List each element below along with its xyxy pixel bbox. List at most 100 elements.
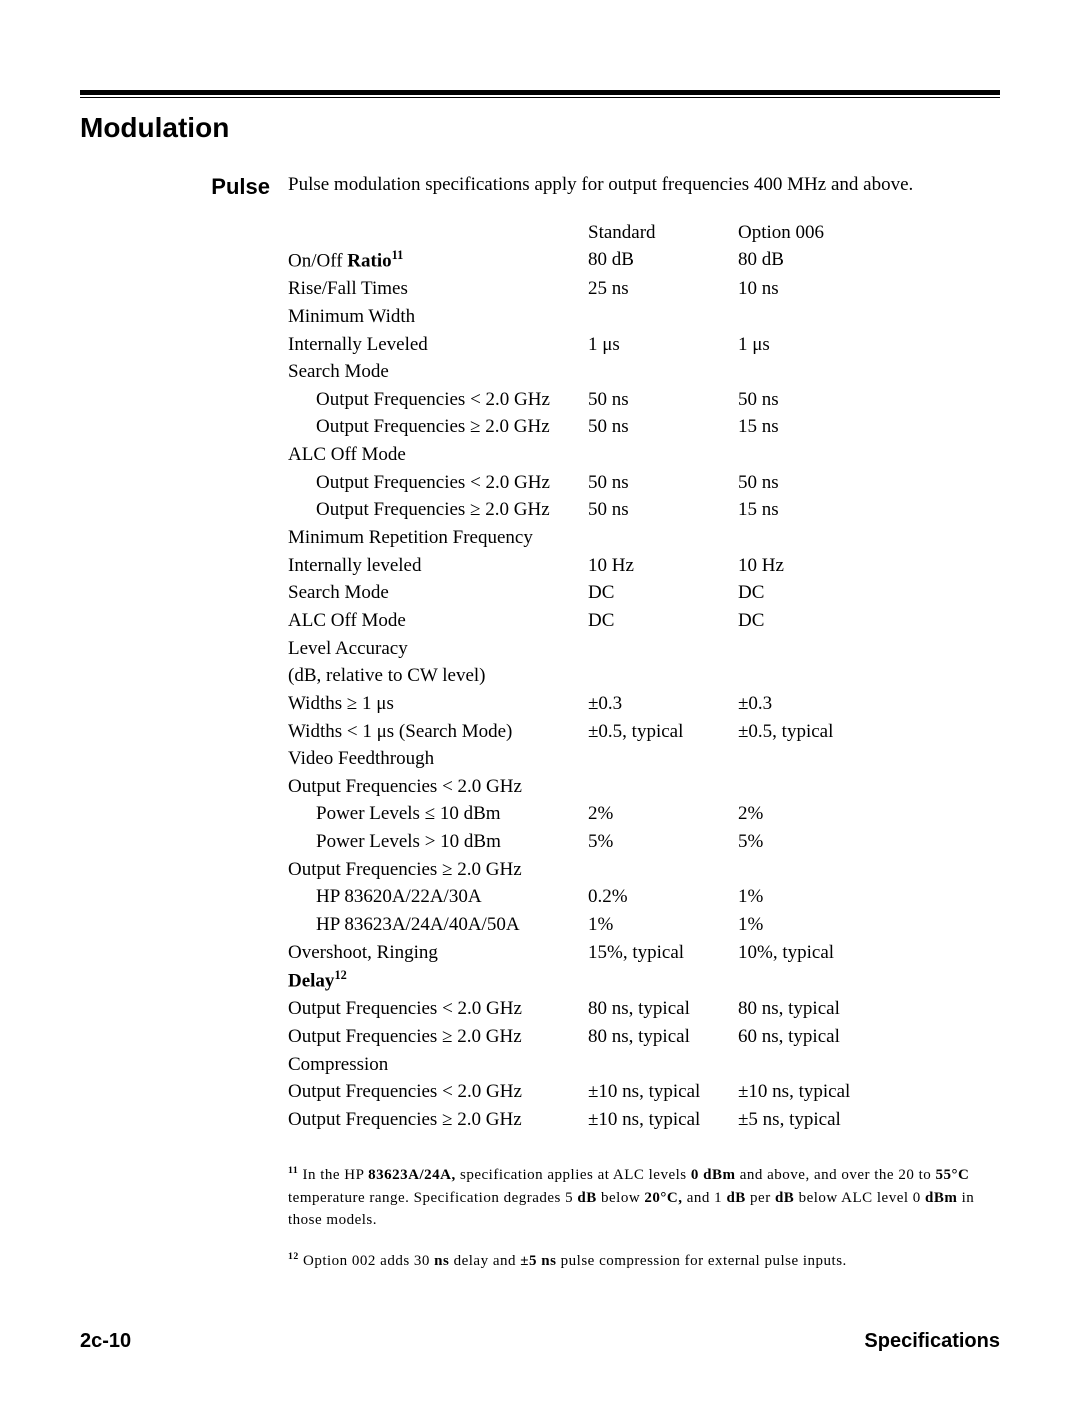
spec-standard: 80 dB — [588, 247, 738, 274]
spec-standard — [588, 967, 738, 994]
header-standard: Standard — [588, 220, 738, 246]
spec-option: 1 μs — [738, 332, 918, 358]
spec-option: 15 ns — [738, 497, 918, 523]
spec-label: Output Frequencies ≥ 2.0 GHz — [288, 497, 588, 523]
spec-standard: DC — [588, 580, 738, 606]
spec-standard — [588, 359, 738, 385]
spec-label: Internally Leveled — [288, 332, 588, 358]
spec-standard: 80 ns, typical — [588, 1024, 738, 1050]
header-option: Option 006 — [738, 220, 918, 246]
spec-label: ALC Off Mode — [288, 608, 588, 634]
footer-left: 2c-10 — [80, 1330, 131, 1353]
spec-label: Power Levels ≤ 10 dBm — [288, 801, 588, 827]
spec-label: Output Frequencies < 2.0 GHz — [288, 996, 588, 1022]
spec-option: 1% — [738, 912, 918, 938]
spec-label: Rise/Fall Times — [288, 276, 588, 302]
spec-option: DC — [738, 580, 918, 606]
spec-standard — [588, 636, 738, 662]
spec-option: 1% — [738, 884, 918, 910]
spec-option: ±10 ns, typical — [738, 1079, 918, 1105]
footer: 2c-10 Specifications — [80, 1330, 1000, 1353]
spec-standard — [588, 304, 738, 330]
footnote-12: 12 Option 002 adds 30 ns delay and ±5 ns… — [288, 1250, 1000, 1273]
spec-standard: 50 ns — [588, 414, 738, 440]
spec-option — [738, 359, 918, 385]
spec-standard — [588, 746, 738, 772]
spec-standard: 1% — [588, 912, 738, 938]
top-rule-thin — [80, 97, 1000, 98]
spec-option: 10 Hz — [738, 553, 918, 579]
spec-standard — [588, 525, 738, 551]
spec-option — [738, 663, 918, 689]
spec-option: ±5 ns, typical — [738, 1107, 918, 1133]
spec-label: Output Frequencies < 2.0 GHz — [288, 1079, 588, 1105]
footnotes: 11 In the HP 83623A/24A, specification a… — [288, 1164, 1000, 1272]
spec-label: Overshoot, Ringing — [288, 940, 588, 966]
page: Modulation Pulse Pulse modulation specif… — [0, 0, 1080, 1290]
spec-option: 60 ns, typical — [738, 1024, 918, 1050]
spec-standard: ±0.5, typical — [588, 719, 738, 745]
spec-label: Search Mode — [288, 359, 588, 385]
spec-label: Minimum Width — [288, 304, 588, 330]
spec-standard: 15%, typical — [588, 940, 738, 966]
spec-standard: 50 ns — [588, 497, 738, 523]
spec-standard: ±0.3 — [588, 691, 738, 717]
spec-standard: 1 μs — [588, 332, 738, 358]
top-rule-thick — [80, 90, 1000, 95]
spec-option: 50 ns — [738, 387, 918, 413]
spec-option — [738, 774, 918, 800]
spec-option — [738, 525, 918, 551]
spec-label: HP 83620A/22A/30A — [288, 884, 588, 910]
side-label: Pulse — [80, 172, 288, 200]
spec-label: Level Accuracy — [288, 636, 588, 662]
spec-option: 80 ns, typical — [738, 996, 918, 1022]
spec-label: On/Off Ratio11 — [288, 247, 588, 274]
spec-standard: DC — [588, 608, 738, 634]
spec-option: ±0.5, typical — [738, 719, 918, 745]
spec-label: ALC Off Mode — [288, 442, 588, 468]
spec-label: Output Frequencies ≥ 2.0 GHz — [288, 857, 588, 883]
spec-label: Widths ≥ 1 μs — [288, 691, 588, 717]
spec-option: 5% — [738, 829, 918, 855]
spec-standard: 0.2% — [588, 884, 738, 910]
spec-label: Video Feedthrough — [288, 746, 588, 772]
spec-label: HP 83623A/24A/40A/50A — [288, 912, 588, 938]
header-blank — [288, 220, 588, 246]
spec-option: ±0.3 — [738, 691, 918, 717]
spec-standard — [588, 774, 738, 800]
spec-option: 80 dB — [738, 247, 918, 274]
spec-standard: 80 ns, typical — [588, 996, 738, 1022]
spec-standard: ±10 ns, typical — [588, 1079, 738, 1105]
spec-standard: 5% — [588, 829, 738, 855]
spec-label: Compression — [288, 1052, 588, 1078]
spec-option — [738, 636, 918, 662]
spec-standard: 50 ns — [588, 387, 738, 413]
spec-label: Output Frequencies < 2.0 GHz — [288, 774, 588, 800]
spec-standard — [588, 857, 738, 883]
footnote-11: 11 In the HP 83623A/24A, specification a… — [288, 1164, 1000, 1232]
spec-option: 50 ns — [738, 470, 918, 496]
section-title: Modulation — [80, 112, 1000, 144]
intro-text: Pulse modulation specifications apply fo… — [288, 172, 1000, 198]
spec-label: Output Frequencies ≥ 2.0 GHz — [288, 1107, 588, 1133]
spec-label: Power Levels > 10 dBm — [288, 829, 588, 855]
content-row: Pulse Pulse modulation specifications ap… — [80, 172, 1000, 1290]
footer-right: Specifications — [864, 1330, 1000, 1353]
spec-label: Output Frequencies ≥ 2.0 GHz — [288, 1024, 588, 1050]
spec-option: 10 ns — [738, 276, 918, 302]
spec-standard: 50 ns — [588, 470, 738, 496]
spec-standard — [588, 442, 738, 468]
spec-label: Output Frequencies < 2.0 GHz — [288, 387, 588, 413]
spec-label: Widths < 1 μs (Search Mode) — [288, 719, 588, 745]
spec-option: 15 ns — [738, 414, 918, 440]
spec-label: Output Frequencies ≥ 2.0 GHz — [288, 414, 588, 440]
spec-option — [738, 1052, 918, 1078]
spec-label: Search Mode — [288, 580, 588, 606]
spec-standard — [588, 663, 738, 689]
spec-option — [738, 967, 918, 994]
body-column: Pulse modulation specifications apply fo… — [288, 172, 1000, 1290]
spec-standard: 10 Hz — [588, 553, 738, 579]
spec-option: 10%, typical — [738, 940, 918, 966]
spec-option — [738, 304, 918, 330]
spec-option: DC — [738, 608, 918, 634]
